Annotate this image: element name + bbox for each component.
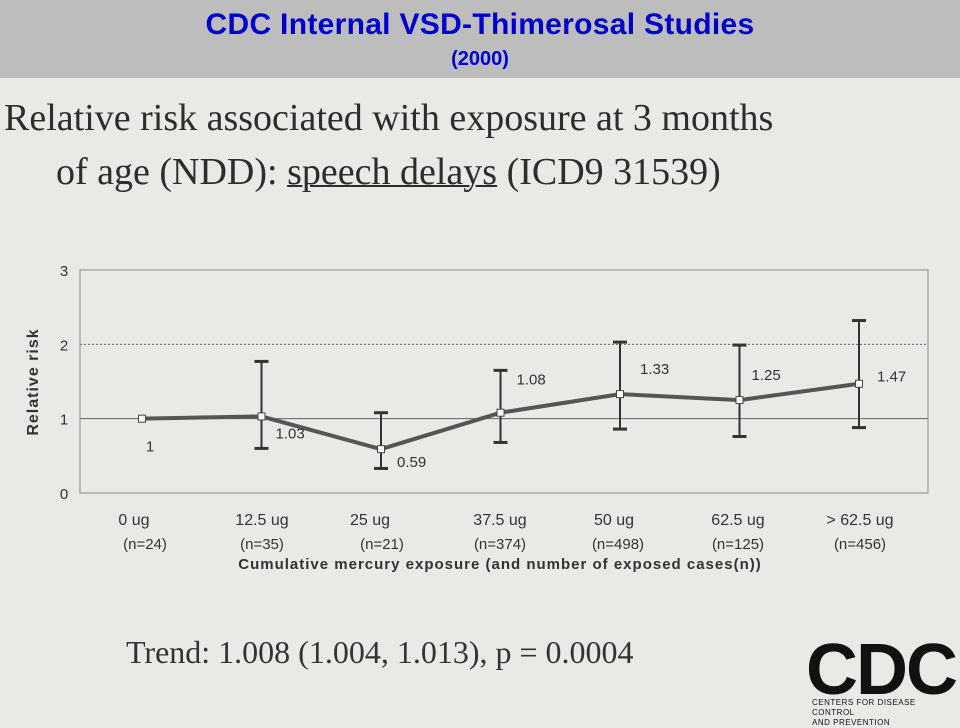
- data-label: 1.03: [276, 425, 305, 442]
- n-label: (n=125): [712, 536, 764, 553]
- data-point: [855, 379, 863, 388]
- data-label: 0.59: [397, 454, 426, 471]
- headline-line-2: of age (NDD): speech delays (ICD9 31539): [56, 150, 960, 194]
- x-tick-label: 37.5 ug: [473, 512, 526, 529]
- data-label: 1.08: [517, 372, 546, 389]
- header-bar: [0, 0, 960, 78]
- page-title: CDC Internal VSD-Thimerosal Studies: [205, 8, 755, 41]
- relative-risk-chart: 0 1 2 3 Relative risk 1 1.03 0.59 1.08 1.33 1.25 1.…: [25, 263, 929, 573]
- y-tick-label: 2: [60, 337, 68, 354]
- headline-underlined: speech delays: [287, 151, 498, 193]
- y-tick-label: 1: [60, 412, 68, 429]
- headline-suffix: (ICD9 31539): [497, 151, 721, 193]
- data-point: [138, 414, 146, 423]
- x-tick-label: 25 ug: [350, 512, 390, 529]
- data-point: [377, 445, 385, 454]
- x-tick-label: > 62.5 ug: [826, 512, 893, 529]
- cdc-logo-subtitle: CENTERS FOR DISEASE CONTROL AND PREVENTIO…: [812, 698, 960, 728]
- headline-prefix: of age (NDD):: [56, 151, 288, 193]
- x-tick-label: 62.5 ug: [711, 512, 764, 529]
- n-label: (n=24): [123, 536, 167, 553]
- x-tick-label: 50 ug: [594, 512, 634, 529]
- logo-sub-1: CENTERS FOR DISEASE CONTROL: [812, 698, 916, 717]
- n-label: (n=35): [240, 536, 284, 553]
- x-tick-label: 0 ug: [118, 512, 149, 529]
- data-point: [616, 390, 624, 399]
- page-subtitle: (2000): [451, 48, 509, 70]
- n-label: (n=456): [834, 536, 886, 553]
- data-point: [735, 396, 744, 405]
- logo-sub-2: AND PREVENTION: [812, 718, 891, 727]
- n-label: (n=374): [474, 536, 526, 553]
- cdc-logo-word: CDC: [806, 630, 958, 710]
- headline-line-1: Relative risk associated with exposure a…: [4, 97, 774, 139]
- y-tick-label: 0: [60, 486, 68, 503]
- data-point: [496, 408, 505, 417]
- data-label: 1: [146, 439, 154, 456]
- data-label: 1.25: [752, 367, 781, 384]
- data-point: [257, 412, 266, 421]
- cdc-logo: CDC CENTERS FOR DISEASE CONTROL AND PREVE…: [800, 632, 960, 727]
- plot-frame: [79, 269, 929, 494]
- n-label: (n=498): [592, 536, 644, 553]
- x-axis-label: Cumulative mercury exposure (and number …: [238, 556, 761, 573]
- data-label: 1.33: [640, 361, 669, 378]
- y-axis-label: Relative risk: [25, 328, 42, 435]
- data-label: 1.47: [877, 369, 906, 386]
- trend-text: Trend: 1.008 (1.004, 1.013), p = 0.0004: [126, 634, 634, 670]
- y-tick-label: 3: [60, 263, 68, 280]
- x-tick-label: 12.5 ug: [235, 512, 288, 529]
- n-label: (n=21): [360, 536, 404, 553]
